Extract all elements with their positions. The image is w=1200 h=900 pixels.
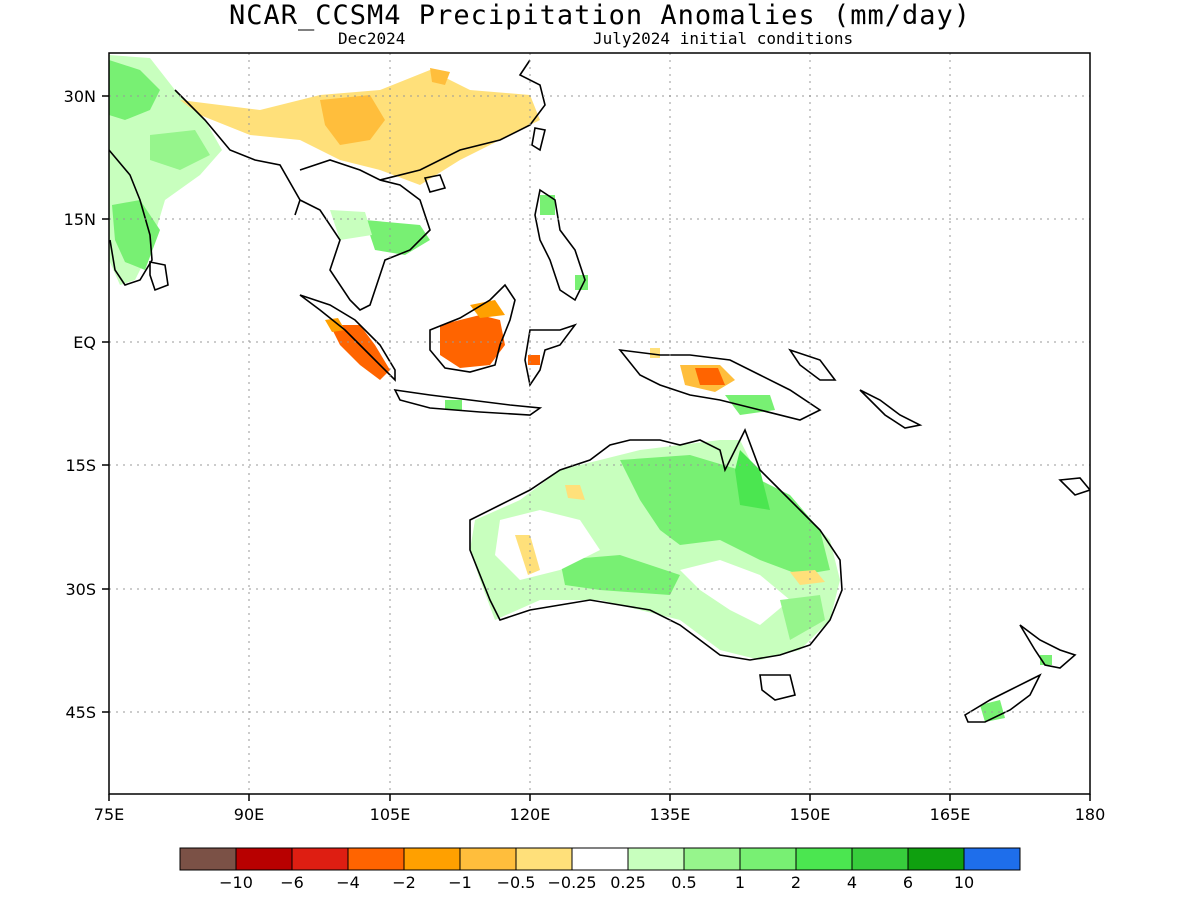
solomons: [859, 389, 923, 429]
indochina-wet-light: [330, 210, 372, 240]
colorbar-label: −10: [219, 873, 253, 892]
map-frame: [108, 52, 1091, 795]
forecast-month: Dec2024: [338, 29, 406, 48]
sulawesi-coast: [524, 323, 578, 388]
x-tick-105e: 105E: [370, 805, 411, 824]
x-tick-90e: 90E: [234, 805, 264, 824]
tasmania: [759, 674, 796, 701]
australia-dry-north: [565, 485, 585, 500]
x-tick-180: 180: [1075, 805, 1106, 824]
colorbar-label: −0.25: [547, 873, 596, 892]
sumatra-dry-edge: [325, 318, 345, 332]
anomaly-shading: [109, 55, 1052, 722]
colorbar-label: −2: [392, 873, 416, 892]
colorbar-swatch: [459, 847, 517, 871]
philippines-coast: [534, 188, 586, 302]
colorbar-swatch: [627, 847, 685, 871]
colorbar-swatch: [851, 847, 909, 871]
colorbar-label: −4: [336, 873, 360, 892]
colorbar-swatch: [571, 847, 629, 871]
x-tick-120e: 120E: [510, 805, 551, 824]
y-tick-15n: 15N: [64, 210, 96, 229]
australia-coast: [469, 428, 843, 661]
colorbar-swatch: [291, 847, 349, 871]
hainan: [423, 174, 447, 193]
colorbar-label: −6: [280, 873, 304, 892]
australia-neutral-west: [495, 510, 600, 580]
x-tick-75e: 75E: [94, 805, 124, 824]
sri-lanka: [149, 261, 169, 292]
indochina-coast: [299, 159, 431, 311]
colorbar-swatch: [795, 847, 853, 871]
colorbar-swatch: [347, 847, 405, 871]
y-tick-30n: 30N: [64, 87, 96, 106]
y-tick-15s: 15S: [65, 456, 96, 475]
tibet-dry: [430, 68, 450, 85]
colorbar-swatch: [235, 847, 293, 871]
china-dry-core: [320, 95, 385, 145]
colorbar-swatch: [683, 847, 741, 871]
colorbar-label: 4: [847, 873, 857, 892]
colorbar-swatch: [403, 847, 461, 871]
australia-wet-se: [780, 595, 825, 640]
initial-conditions: July2024 initial conditions: [593, 29, 854, 48]
colorbar-label: 0.5: [671, 873, 696, 892]
x-tick-165e: 165E: [930, 805, 971, 824]
colorbar-label: 6: [903, 873, 913, 892]
bismarck-islands: [788, 348, 837, 381]
colorbar-swatch: [179, 847, 237, 871]
colorbar-label: 10: [954, 873, 974, 892]
india-coast: [109, 149, 153, 286]
india-wet-core: [109, 60, 160, 120]
new-guinea-coast: [618, 348, 822, 421]
sulawesi-dry: [528, 355, 540, 365]
australia-wet: [620, 455, 830, 575]
australia-neutral-south: [680, 560, 790, 625]
colorbar-swatch: [907, 847, 965, 871]
india-south-wet: [112, 200, 160, 270]
taiwan: [531, 127, 546, 152]
colorbar-label: −0.5: [497, 873, 536, 892]
map-area: [109, 53, 1090, 794]
colorbar-label: 1: [735, 873, 745, 892]
map-title: NCAR_CCSM4 Precipitation Anomalies (mm/d…: [229, 0, 971, 31]
sumatra-coast: [299, 294, 396, 382]
australia-dry-west: [515, 535, 540, 575]
y-tick-eq: EQ: [73, 333, 96, 352]
y-tick-30s: 30S: [65, 580, 96, 599]
sumatra-dry: [330, 325, 390, 380]
colorbar: −10 −6 −4 −2 −1 −0.5 −0.25 0.25 0.5 1 2 4 6 10: [179, 847, 1021, 892]
fiji-islands: [1058, 477, 1090, 496]
borneo-coast: [429, 283, 516, 373]
new-zealand-south: [963, 673, 1042, 723]
y-tick-45s: 45S: [65, 703, 96, 722]
borneo-dry-edge: [470, 300, 505, 318]
colorbar-label: −1: [448, 873, 472, 892]
java-wet: [445, 400, 462, 410]
china-coast: [379, 59, 546, 181]
colorbar-label: 0.25: [610, 873, 646, 892]
borneo-dry: [440, 315, 505, 368]
x-tick-150e: 150E: [790, 805, 831, 824]
coastlines: [109, 59, 1090, 723]
new-zealand-north: [1019, 624, 1077, 669]
new-zealand-wet: [980, 700, 1005, 722]
bismarck-dry: [650, 348, 660, 358]
colorbar-label: 2: [791, 873, 801, 892]
java-coast: [393, 388, 543, 416]
india-mid-wet: [150, 130, 210, 170]
colorbar-swatch: [515, 847, 573, 871]
australia-wet-cape: [735, 450, 770, 510]
x-tick-135e: 135E: [650, 805, 691, 824]
new-guinea-dry-core: [695, 368, 725, 385]
tick-marks: [102, 95, 1091, 801]
colorbar-swatch: [963, 847, 1021, 871]
philippines-wet: [540, 195, 555, 215]
australia-wet-south: [560, 555, 680, 595]
australia-dry-east: [790, 570, 825, 585]
colorbar-swatch: [739, 847, 797, 871]
graticule: [109, 53, 1090, 794]
